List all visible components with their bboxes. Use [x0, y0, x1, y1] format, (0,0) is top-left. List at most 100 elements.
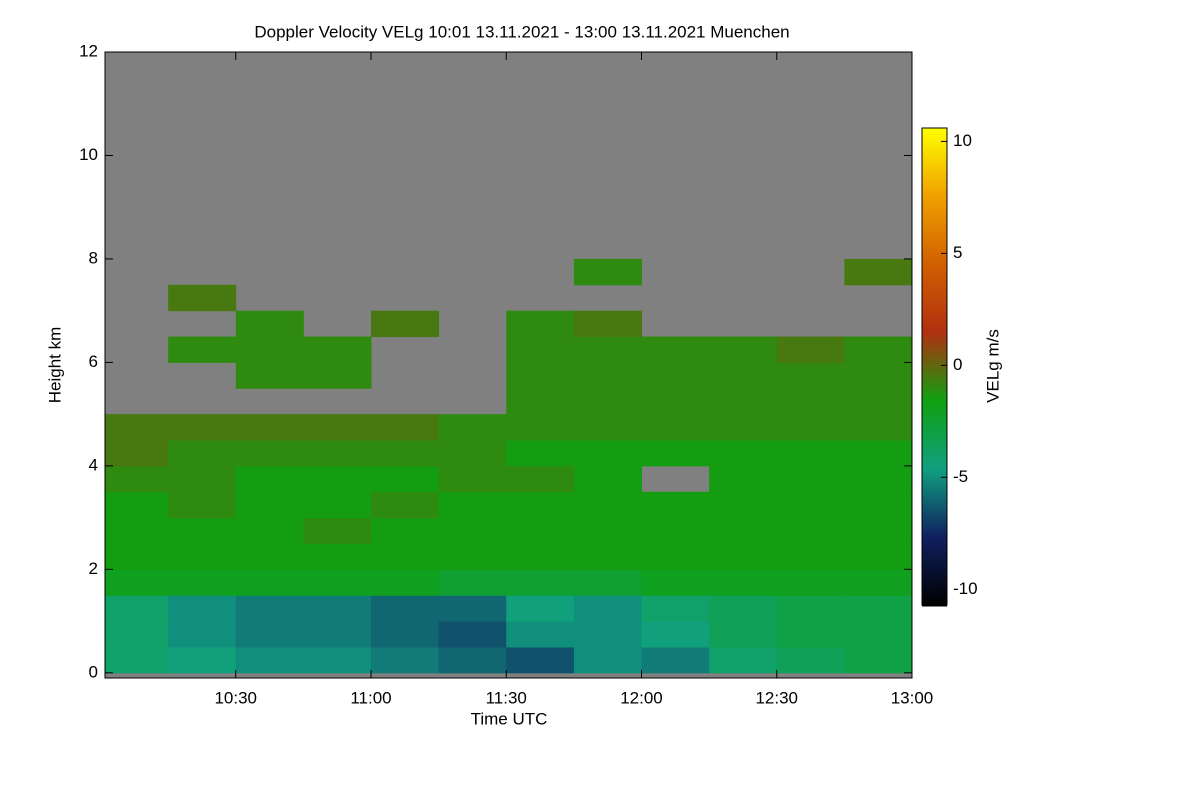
colorbar-segment: [922, 574, 947, 577]
colorbar-segment: [922, 298, 947, 301]
heatmap-cell: [235, 595, 304, 622]
heatmap-cell: [506, 543, 575, 570]
colorbar-segment: [922, 346, 947, 349]
colorbar-segment: [922, 450, 947, 453]
heatmap-cell: [844, 569, 913, 596]
colorbar-segment: [922, 516, 947, 519]
colorbar-segment: [922, 576, 947, 579]
colorbar-segment: [922, 330, 947, 333]
colorbar-segment: [922, 584, 947, 587]
colorbar-segment: [922, 244, 947, 247]
colorbar-segment: [922, 422, 947, 425]
heatmap-cell: [235, 362, 304, 389]
heatmap-cell: [506, 569, 575, 596]
y-tick-label: 0: [89, 662, 98, 681]
colorbar-segment: [922, 314, 947, 317]
colorbar-segment: [922, 326, 947, 329]
heatmap-cell: [641, 440, 710, 467]
colorbar-segment: [922, 288, 947, 291]
colorbar-segment: [922, 520, 947, 523]
colorbar-segment: [922, 456, 947, 459]
heatmap-cell: [303, 621, 372, 648]
heatmap-cell: [438, 543, 507, 570]
colorbar-segment: [922, 554, 947, 557]
colorbar-segment: [922, 388, 947, 391]
heatmap-cell: [168, 621, 237, 648]
colorbar-segment: [922, 428, 947, 431]
heatmap-cell: [776, 543, 845, 570]
colorbar-segment: [922, 444, 947, 447]
colorbar-segment: [922, 190, 947, 193]
colorbar-segment: [922, 412, 947, 415]
colorbar-segment: [922, 506, 947, 509]
colorbar-segment: [922, 290, 947, 293]
colorbar-segment: [922, 530, 947, 533]
heatmap-cell: [235, 569, 304, 596]
x-tick-label: 11:30: [486, 688, 527, 707]
heatmap-cell: [438, 414, 507, 441]
colorbar-segment: [922, 324, 947, 327]
plot-frame: [104, 51, 913, 679]
colorbar-segment: [922, 410, 947, 413]
colorbar-segment: [922, 134, 947, 137]
heatmap-cell: [235, 414, 304, 441]
heatmap-cell: [641, 543, 710, 570]
colorbar-segment: [922, 562, 947, 565]
heatmap-cell: [709, 569, 778, 596]
colorbar-segment: [922, 282, 947, 285]
colorbar-segment: [922, 148, 947, 151]
colorbar-segment: [922, 408, 947, 411]
heatmap-cell: [506, 388, 575, 415]
colorbar-segment: [922, 128, 947, 131]
heatmap-cell: [105, 414, 169, 441]
colorbar-segment: [922, 484, 947, 487]
colorbar-segment: [922, 328, 947, 331]
colorbar-segment: [922, 230, 947, 233]
colorbar-segment: [922, 320, 947, 323]
colorbar-segment: [922, 504, 947, 507]
heatmap-cell: [641, 414, 710, 441]
heatmap-cell: [641, 388, 710, 415]
heatmap-cell: [438, 646, 507, 674]
heatmap-cell: [776, 414, 845, 441]
heatmap-cell: [303, 414, 372, 441]
colorbar-tick-label: -10: [953, 579, 978, 598]
colorbar-segment: [922, 486, 947, 489]
colorbar-segment: [922, 310, 947, 313]
colorbar-segment: [922, 476, 947, 479]
colorbar-segment: [922, 418, 947, 421]
colorbar-segment: [922, 366, 947, 369]
heatmap-cell: [573, 465, 642, 493]
heatmap-cell: [370, 517, 440, 544]
colorbar-segment: [922, 464, 947, 467]
heatmap-cell: [303, 336, 372, 363]
colorbar-segment: [922, 458, 947, 461]
heatmap-cell: [235, 543, 304, 570]
colorbar-segment: [922, 294, 947, 297]
colorbar-segment: [922, 180, 947, 183]
heatmap-cell: [709, 621, 778, 648]
colorbar-segment: [922, 276, 947, 279]
colorbar-segment: [922, 198, 947, 201]
colorbar-segment: [922, 268, 947, 271]
heatmap-cell: [844, 543, 913, 570]
colorbar-segment: [922, 332, 947, 335]
colorbar-segment: [922, 338, 947, 341]
heatmap-cell: [776, 517, 845, 544]
heatmap-cell: [776, 362, 845, 389]
heatmap-cell: [370, 595, 440, 622]
colorbar-tick-label: 0: [953, 355, 962, 374]
heatmap-cell: [438, 440, 507, 467]
heatmap-cell: [303, 491, 372, 519]
colorbar-segment: [922, 156, 947, 159]
colorbar-segment: [922, 406, 947, 409]
colorbar-segment: [922, 420, 947, 423]
colorbar-segment: [922, 196, 947, 199]
colorbar-segment: [922, 146, 947, 149]
colorbar-label: VELg m/s: [983, 329, 1002, 403]
heatmap-cell: [776, 646, 845, 674]
colorbar-segment: [922, 402, 947, 405]
colorbar-segment: [922, 426, 947, 429]
colorbar-segment: [922, 392, 947, 395]
colorbar-segment: [922, 204, 947, 207]
